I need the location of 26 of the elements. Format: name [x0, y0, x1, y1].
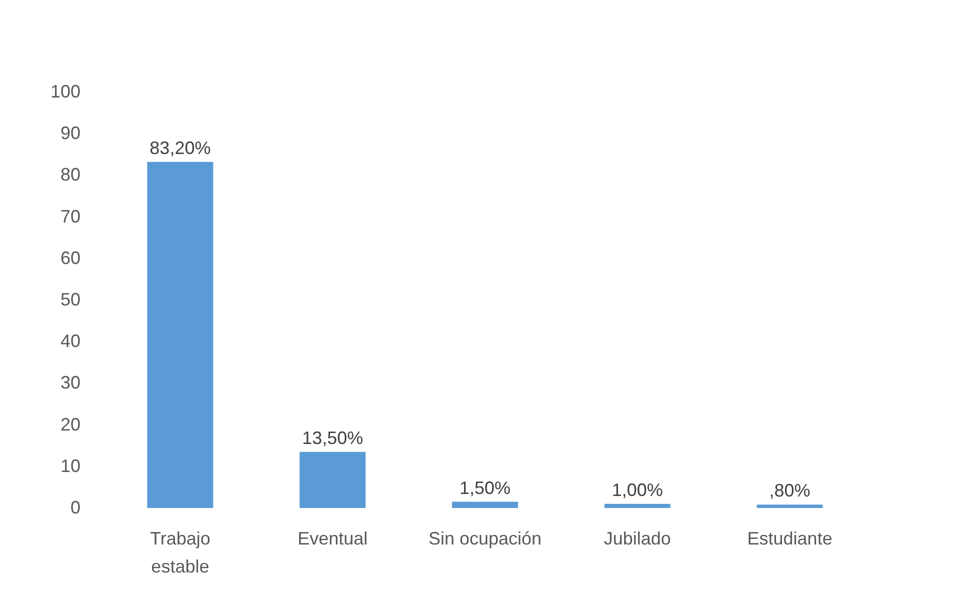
- y-tick-label: 0: [70, 498, 80, 518]
- x-tick-label: Estudiante: [747, 528, 832, 548]
- y-tick-label: 50: [60, 290, 80, 310]
- data-label: 1,00%: [612, 480, 663, 500]
- bar: [147, 162, 214, 508]
- bar: [452, 502, 518, 508]
- y-tick-label: 40: [60, 331, 80, 352]
- bar: [756, 504, 823, 508]
- y-tick-label: 10: [60, 456, 80, 476]
- x-tick-label: Eventual: [298, 528, 368, 548]
- x-tick-label: Jubilado: [604, 528, 671, 548]
- y-tick-label: 60: [60, 248, 80, 268]
- y-tick-label: 80: [60, 164, 80, 185]
- y-tick-label: 100: [50, 82, 80, 102]
- bar: [604, 504, 670, 508]
- x-tick-label: Sin ocupación: [428, 528, 542, 548]
- data-label: 13,50%: [302, 428, 364, 448]
- data-label: 1,50%: [459, 478, 511, 498]
- y-tick-label: 20: [60, 414, 80, 434]
- bar: [300, 452, 366, 508]
- y-tick-label: 90: [60, 123, 80, 144]
- data-label: ,80%: [769, 480, 810, 501]
- x-tick-label: Trabajo estable: [150, 528, 210, 576]
- data-label: 83,20%: [150, 138, 211, 158]
- y-tick-label: 30: [60, 372, 80, 393]
- y-tick-label: 70: [60, 206, 80, 226]
